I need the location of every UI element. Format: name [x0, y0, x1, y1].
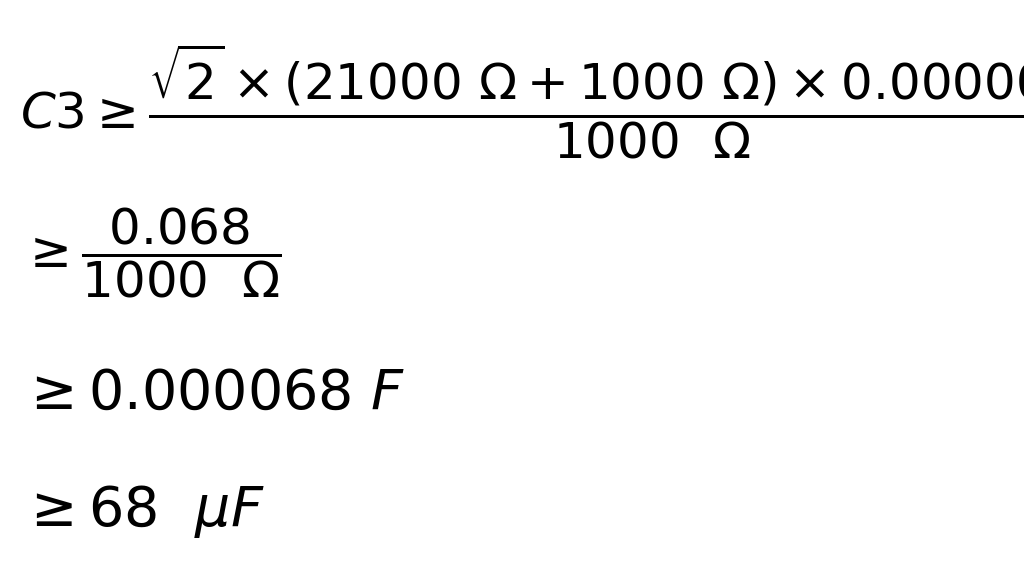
Text: $\geq 68\ \ \mu F$: $\geq 68\ \ \mu F$ [20, 483, 265, 540]
Text: $\geq 0.000068\ F$: $\geq 0.000068\ F$ [20, 366, 407, 420]
Text: $C3 \geq \dfrac{\sqrt{2}\times(21000\ \Omega+1000\ \Omega)\times0.0000022\ F}{10: $C3 \geq \dfrac{\sqrt{2}\times(21000\ \O… [20, 42, 1024, 161]
Text: $\geq \dfrac{0.068}{1000\ \ \Omega}$: $\geq \dfrac{0.068}{1000\ \ \Omega}$ [20, 206, 282, 300]
